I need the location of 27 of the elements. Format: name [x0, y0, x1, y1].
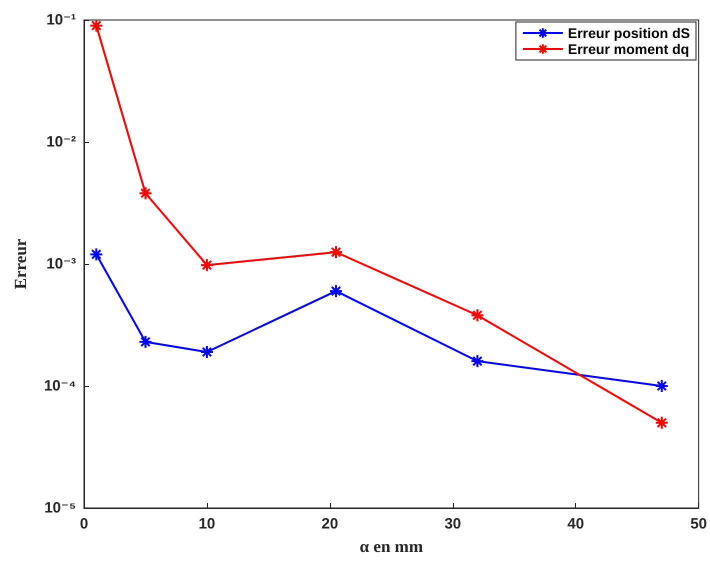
x-tick-label: 0	[80, 516, 88, 532]
x-tick-label: 50	[690, 516, 707, 532]
point	[654, 416, 669, 430]
point	[329, 284, 344, 298]
point	[89, 18, 104, 33]
legend-label: Erreur position dS	[568, 25, 690, 41]
x-tick-label: 10	[198, 516, 216, 532]
x-tick-label: 30	[444, 516, 462, 532]
x-tick-label: 20	[322, 516, 338, 532]
point	[200, 258, 214, 272]
point	[138, 334, 152, 349]
x-axis-title: α en mm	[360, 537, 423, 556]
point	[470, 354, 484, 368]
x-tick-label: 40	[567, 516, 584, 532]
y-tick-label: 10⁻¹	[46, 12, 76, 28]
point	[138, 186, 152, 200]
point	[470, 308, 484, 322]
y-tick-label: 10⁻⁴	[44, 378, 76, 394]
point	[89, 247, 104, 262]
y-tick-label: 10⁻⁵	[44, 500, 76, 516]
point	[200, 344, 214, 359]
y-tick-label: 10⁻²	[46, 134, 76, 150]
legend-label: Erreur moment dq	[568, 41, 690, 57]
y-tick-label: 10⁻³	[46, 256, 76, 272]
point	[654, 379, 669, 393]
point	[329, 245, 344, 260]
y-axis-title: Erreur	[11, 238, 30, 290]
